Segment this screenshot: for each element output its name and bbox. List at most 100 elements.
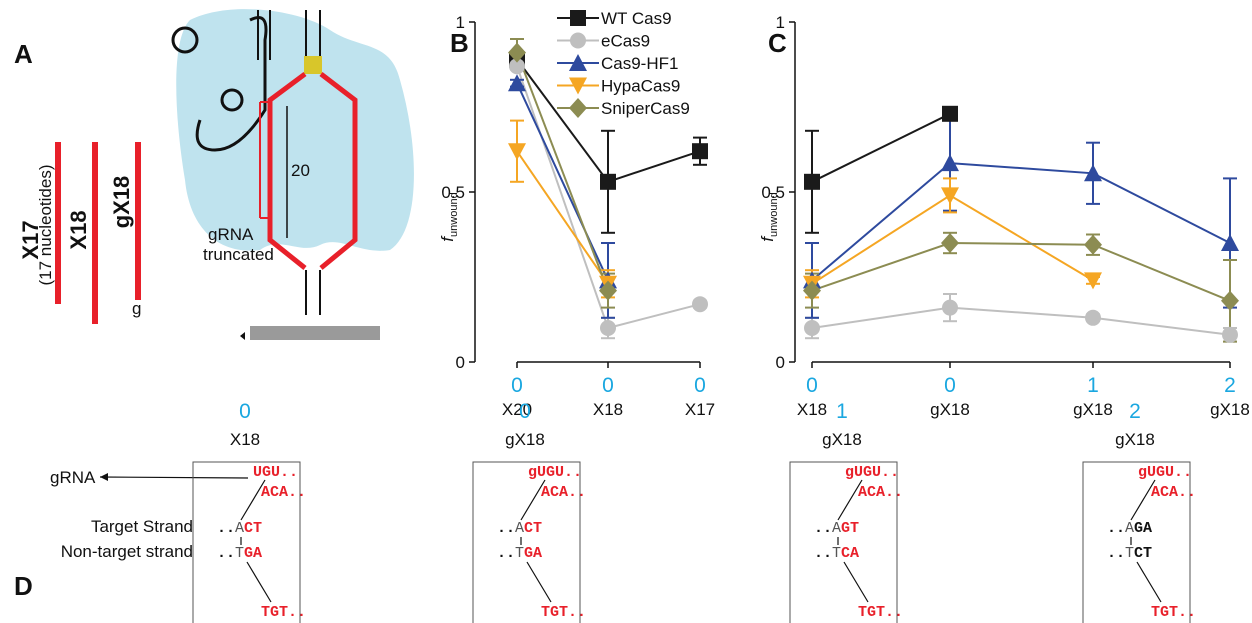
legend-label: SniperCas9 [601, 99, 690, 118]
mismatch-label: 1 [836, 400, 848, 423]
sequence-part: TGT [858, 604, 885, 621]
nontarget-annotation: Non-target strand [61, 542, 193, 561]
mismatch-label: 2 [1129, 400, 1141, 423]
sequence-row: ..TCA [814, 545, 859, 562]
panel-a: X17 (17 nucleotides) X18 gX18 g 20 gRNA … [18, 9, 414, 340]
y-label-sub: unwound [768, 192, 780, 237]
sequence-part: .. [288, 484, 306, 501]
surface [250, 326, 380, 340]
series-line [812, 308, 1230, 335]
marker [1222, 327, 1238, 343]
panel-label: B [450, 28, 469, 58]
marker [942, 106, 958, 122]
sequence-part: A [832, 520, 841, 537]
sequence-part: GT [841, 520, 859, 537]
strand-label: gX18 [1115, 430, 1155, 449]
mismatch-label: 0 [602, 374, 614, 397]
strand-label: gX18 [505, 430, 545, 449]
marker [600, 174, 616, 190]
mismatch-label: 0 [694, 374, 706, 397]
marker [1221, 234, 1239, 251]
sequence-part: CT [524, 520, 542, 537]
sequence-row: ..AGT [814, 520, 859, 537]
marker [804, 320, 820, 336]
series-line [812, 114, 950, 182]
sequence-row: ..TGA [217, 545, 262, 562]
x18-label: X18 [66, 210, 91, 249]
marker [600, 320, 616, 336]
sequence-row: TGT.. [1151, 604, 1196, 621]
sequence-row: UGU.. [253, 464, 298, 481]
arrow-head [100, 473, 108, 481]
marker [804, 174, 820, 190]
sequence-row: TGT.. [261, 604, 306, 621]
sequence-row: ACA.. [1151, 484, 1196, 501]
sequence-part: .. [885, 604, 903, 621]
sequence-part: ACA [261, 484, 288, 501]
sequence-part: gUGU [1138, 464, 1174, 481]
sequence-part: .. [564, 464, 582, 481]
sequence-part: TGT [1151, 604, 1178, 621]
sequence-part: A [515, 520, 524, 537]
sequence-part: .. [217, 520, 235, 537]
marker [1084, 235, 1102, 255]
sequence-row: gUGU.. [528, 464, 582, 481]
marker [941, 187, 959, 204]
sequence-part: TGT [541, 604, 568, 621]
sequence-part: .. [814, 520, 832, 537]
legend-marker [569, 98, 587, 118]
series-line [517, 83, 608, 280]
sequence-row: ..AGA [1107, 520, 1152, 537]
strand-label: X18 [230, 430, 260, 449]
sequence-part: .. [1178, 484, 1196, 501]
sequence-part: CA [841, 545, 859, 562]
panel-label: A [14, 39, 33, 69]
y-tick-label: 1 [776, 13, 785, 32]
series-line [812, 163, 1230, 280]
legend-marker [570, 10, 586, 26]
truncated-label: truncated [203, 245, 274, 264]
legend-label: eCas9 [601, 32, 650, 51]
marker [942, 300, 958, 316]
pam [304, 56, 322, 74]
sequence-part: TGT [261, 604, 288, 621]
x-tick-label: X17 [685, 400, 715, 419]
sequence-part: .. [568, 604, 586, 621]
mismatch-label: 0 [511, 374, 523, 397]
sequence-part: .. [881, 464, 899, 481]
sequence-part: .. [568, 484, 586, 501]
sequence-row: gUGU.. [845, 464, 899, 481]
sequence-part: A [1125, 520, 1134, 537]
sequence-part: .. [1174, 464, 1192, 481]
sequence-part: gUGU [528, 464, 564, 481]
x-tick-label: gX18 [1073, 400, 1113, 419]
annotation-arrow [100, 477, 248, 478]
series-line [812, 243, 1230, 301]
x-tick-label: X18 [593, 400, 623, 419]
sequence-part: GA [244, 545, 262, 562]
mismatch-label: 1 [1087, 374, 1099, 397]
sequence-row: ACA.. [858, 484, 903, 501]
sequence-part: .. [1107, 545, 1125, 562]
sequence-row: ..ACT [217, 520, 262, 537]
mismatch-label: 0 [944, 374, 956, 397]
panel-label: C [768, 28, 787, 58]
grna-annotation: gRNA [50, 468, 96, 487]
sequence-part: ACA [858, 484, 885, 501]
x-tick-label: gX18 [1210, 400, 1250, 419]
x-tick-label: gX18 [930, 400, 970, 419]
sequence-part: GA [524, 545, 542, 562]
sequence-row: ACA.. [541, 484, 586, 501]
legend-marker [570, 33, 586, 49]
legend-label: Cas9-HF1 [601, 54, 678, 73]
strand-label: gX18 [822, 430, 862, 449]
marker [1085, 310, 1101, 326]
sequence-part: T [515, 545, 524, 562]
mismatch-label: 0 [519, 400, 531, 423]
marker [508, 143, 526, 160]
sequence-part: ACA [1151, 484, 1178, 501]
sequence-row: ACA.. [261, 484, 306, 501]
sequence-part: .. [288, 604, 306, 621]
sequence-part: .. [497, 545, 515, 562]
sequence-part: A [235, 520, 244, 537]
